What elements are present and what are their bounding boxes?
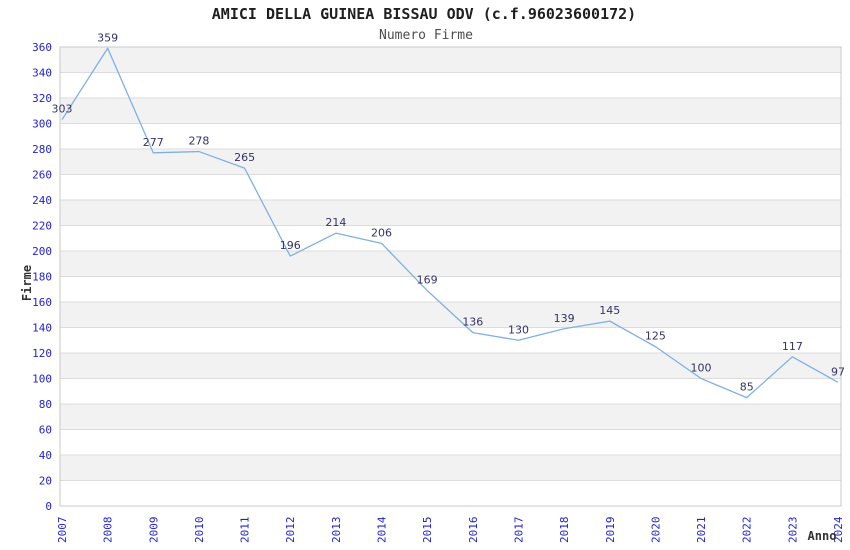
y-tick-label: 320 [32,92,52,105]
y-tick-label: 100 [32,373,52,386]
y-tick-label: 120 [32,347,52,360]
y-tick-label: 140 [32,322,52,335]
data-point-label: 169 [417,274,438,287]
x-tick-label: 2011 [239,517,252,544]
y-tick-label: 260 [32,169,52,182]
y-tick-label: 300 [32,118,52,131]
background-band [60,149,841,175]
y-tick-label: 200 [32,245,52,258]
background-bands [60,47,841,481]
horizontal-gridlines [60,72,841,481]
data-point-label: 214 [325,216,346,229]
data-point-label: 85 [740,381,754,394]
plot-area-border [59,46,842,507]
x-axis-tick-labels: 2007 2008 2009 2010 2011 2012 2013 2014 2015 2016… [56,516,845,543]
y-tick-label: 280 [32,143,52,156]
data-point-labels: 303 359 277 278 265 196 214 206 169 136 130 139 145 1… [52,31,846,393]
x-axis-label: Anno [808,529,837,543]
data-point-label: 136 [462,316,483,329]
background-band [60,98,841,124]
background-band [60,200,841,226]
data-point-label: 278 [188,135,209,148]
data-point-label: 139 [554,312,575,325]
y-tick-label: 80 [39,398,52,411]
chart-subtitle: Numero Firme [379,28,473,43]
chart-title: AMICI DELLA GUINEA BISSAU ODV (c.f.96023… [212,5,636,23]
data-point-label: 277 [143,136,164,149]
data-point-label: 359 [97,31,118,44]
data-point-label: 130 [508,323,529,336]
x-tick-label: 2023 [786,517,799,544]
x-tick-label: 2024 [832,516,845,543]
data-point-label: 303 [52,103,73,116]
background-band [60,251,841,277]
y-tick-label: 340 [32,67,52,80]
data-point-label: 125 [645,330,666,343]
data-point-label: 97 [831,365,845,378]
x-tick-label: 2013 [330,517,343,544]
background-band [60,353,841,379]
data-point-label: 265 [234,151,255,164]
data-point-label: 196 [280,239,301,252]
data-point-label: 117 [782,340,803,353]
data-series-line [61,47,839,399]
y-tick-label: 240 [32,194,52,207]
data-point-label: 145 [599,304,620,317]
data-point-label: 206 [371,226,392,239]
data-point-label: 100 [691,362,712,375]
x-tick-label: 2019 [604,517,617,544]
y-tick-label: 20 [39,475,52,488]
x-tick-label: 2021 [695,517,708,544]
y-tick-label: 60 [39,424,52,437]
x-tick-label: 2020 [649,517,662,544]
y-tick-label: 160 [32,296,52,309]
background-band [60,404,841,430]
x-tick-label: 2016 [467,517,480,544]
y-tick-label: 180 [32,271,52,284]
x-tick-label: 2008 [102,517,115,544]
background-band [60,302,841,328]
y-tick-label: 360 [32,41,52,54]
x-tick-label: 2010 [193,517,206,544]
x-tick-label: 2007 [56,517,69,544]
y-tick-label: 0 [45,500,52,513]
y-tick-label: 40 [39,449,52,462]
x-tick-label: 2017 [512,517,525,544]
y-axis-tick-labels: 0 20 40 60 80 100 120 140 160 180 200 220 240 260 280 3… [32,41,52,513]
background-band [60,455,841,481]
x-tick-label: 2022 [741,517,754,544]
x-tick-label: 2012 [284,517,297,544]
x-tick-label: 2009 [147,517,160,544]
y-axis-label: Firme [20,265,34,301]
x-tick-label: 2014 [376,516,389,543]
x-tick-label: 2015 [421,517,434,544]
y-tick-label: 220 [32,220,52,233]
background-band [60,47,841,73]
x-tick-label: 2018 [558,517,571,544]
